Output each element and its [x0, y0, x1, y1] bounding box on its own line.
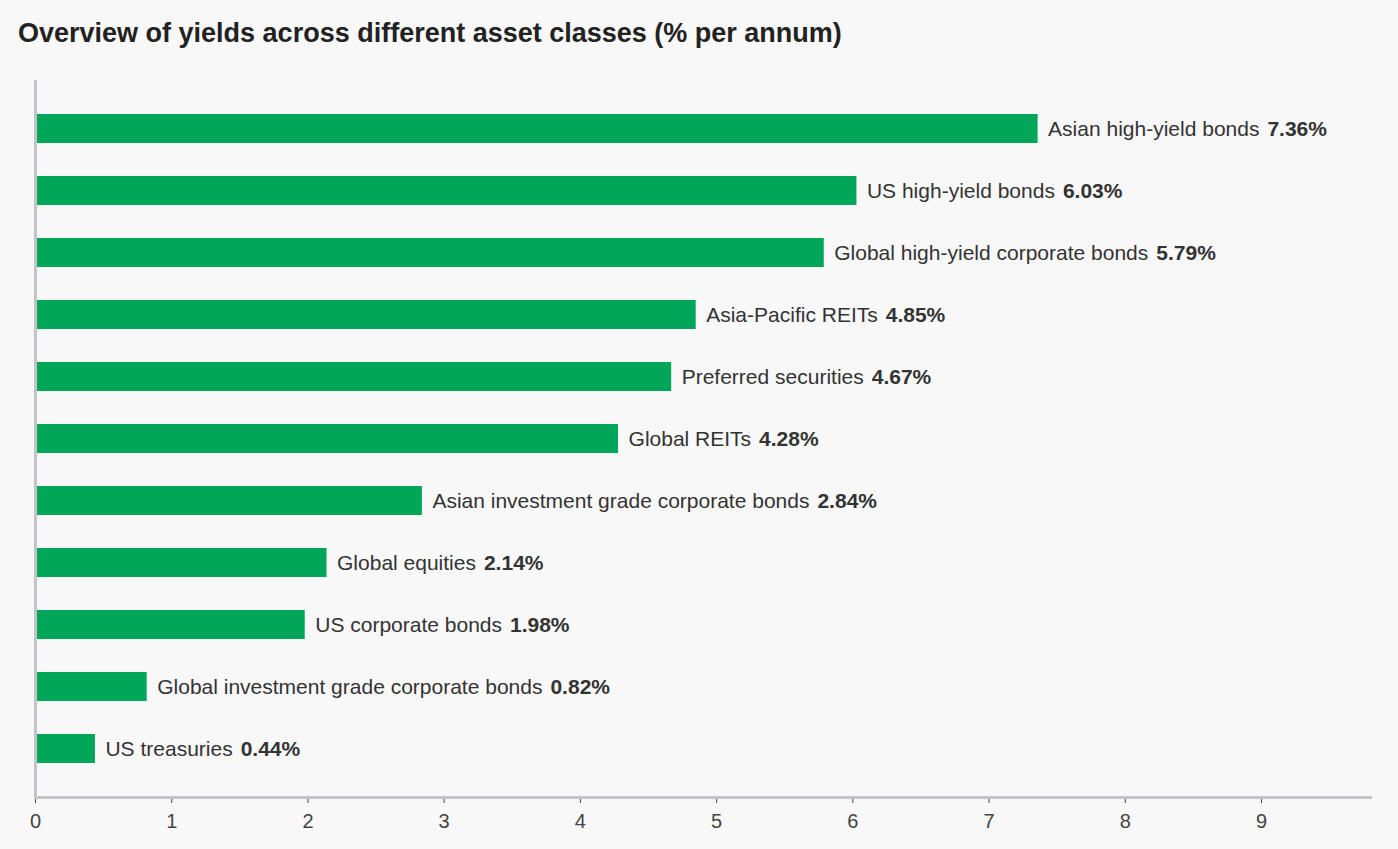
svg-text:Asia-Pacific REITs: Asia-Pacific REITs	[706, 303, 878, 326]
svg-text:Global equities: Global equities	[337, 551, 476, 574]
svg-text:6.03%: 6.03%	[1063, 179, 1123, 202]
svg-text:1: 1	[166, 810, 177, 832]
svg-text:US treasuries: US treasuries	[105, 737, 232, 760]
svg-text:7: 7	[984, 810, 995, 832]
svg-text:US high-yield bonds: US high-yield bonds	[867, 179, 1055, 202]
svg-text:0: 0	[30, 810, 41, 832]
svg-text:5.79%: 5.79%	[1156, 241, 1216, 264]
svg-text:Asian investment grade corpora: Asian investment grade corporate bonds	[432, 489, 809, 512]
svg-text:7.36%: 7.36%	[1267, 117, 1327, 140]
svg-text:US corporate bonds: US corporate bonds	[315, 613, 502, 636]
svg-text:2: 2	[302, 810, 313, 832]
svg-text:6: 6	[847, 810, 858, 832]
svg-text:3: 3	[439, 810, 450, 832]
svg-text:Global REITs: Global REITs	[629, 427, 752, 450]
svg-text:9: 9	[1256, 810, 1267, 832]
svg-text:5: 5	[711, 810, 722, 832]
svg-text:Asian high-yield bonds: Asian high-yield bonds	[1048, 117, 1259, 140]
svg-text:2.14%: 2.14%	[484, 551, 544, 574]
svg-text:0.44%: 0.44%	[241, 737, 301, 760]
svg-text:2.84%: 2.84%	[817, 489, 877, 512]
svg-text:4: 4	[575, 810, 586, 832]
svg-text:4.28%: 4.28%	[759, 427, 819, 450]
svg-text:1.98%: 1.98%	[510, 613, 570, 636]
html-text:Overview of yields across diff: Overview of yields across different asse…	[18, 18, 842, 48]
svg-text:8: 8	[1120, 810, 1131, 832]
svg-text:Preferred securities: Preferred securities	[682, 365, 864, 388]
svg-text:Global investment grade corpor: Global investment grade corporate bonds	[157, 675, 542, 698]
svg-text:4.67%: 4.67%	[872, 365, 932, 388]
svg-text:Global high-yield corporate bo: Global high-yield corporate bonds	[834, 241, 1148, 264]
svg-text:0.82%: 0.82%	[550, 675, 610, 698]
svg-text:4.85%: 4.85%	[886, 303, 946, 326]
